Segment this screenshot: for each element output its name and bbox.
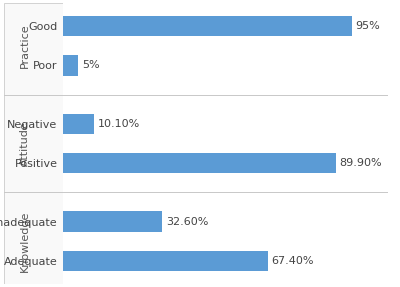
Bar — [63, 114, 94, 134]
Text: Knowledge: Knowledge — [20, 210, 30, 272]
Text: Practice: Practice — [20, 24, 30, 68]
Bar — [63, 16, 352, 36]
Bar — [63, 251, 268, 271]
Text: 5%: 5% — [82, 60, 100, 70]
Text: 89.90%: 89.90% — [340, 158, 382, 168]
Bar — [63, 55, 78, 75]
Text: 67.40%: 67.40% — [271, 256, 314, 266]
Text: 10.10%: 10.10% — [97, 119, 140, 129]
FancyBboxPatch shape — [4, 3, 63, 284]
Text: 32.60%: 32.60% — [166, 217, 208, 227]
Bar — [63, 153, 336, 173]
Bar — [63, 212, 162, 232]
Text: 95%: 95% — [355, 21, 380, 31]
Text: Attitude: Attitude — [20, 121, 30, 166]
